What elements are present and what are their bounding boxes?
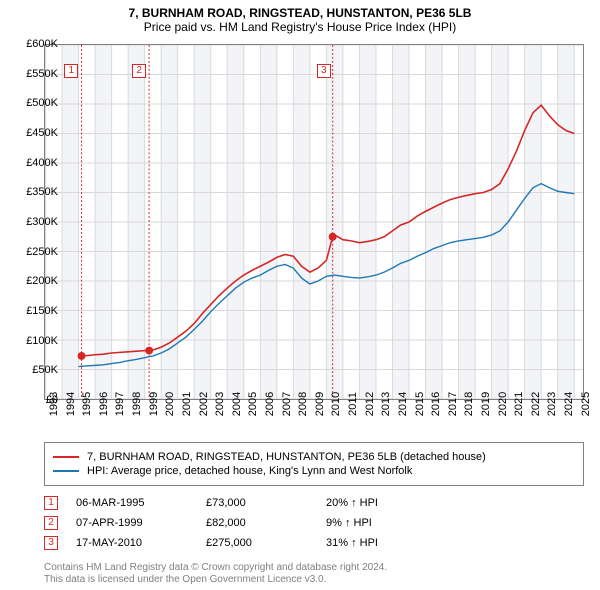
x-tick-label: 1999 <box>148 392 160 416</box>
sale-pct: 20% ↑ HPI <box>326 497 446 509</box>
y-tick-label: £350K <box>26 186 58 198</box>
sale-row-marker: 3 <box>44 536 58 550</box>
x-tick-label: 1997 <box>114 392 126 416</box>
footer-attribution: Contains HM Land Registry data © Crown c… <box>44 562 387 586</box>
chart-area <box>44 44 584 400</box>
sale-row-marker: 1 <box>44 496 58 510</box>
sale-date: 17-MAY-2010 <box>76 537 206 549</box>
x-tick-label: 2013 <box>380 392 392 416</box>
y-tick-label: £50K <box>32 364 58 376</box>
x-tick-label: 2003 <box>214 392 226 416</box>
x-tick-label: 2002 <box>198 392 210 416</box>
x-tick-label: 2011 <box>347 392 359 416</box>
x-tick-label: 2012 <box>364 392 376 416</box>
x-tick-label: 2025 <box>580 392 592 416</box>
sale-pct: 9% ↑ HPI <box>326 517 446 529</box>
sales-list: 1 06-MAR-1995 £73,000 20% ↑ HPI 2 07-APR-… <box>44 490 446 556</box>
legend-label-property: 7, BURNHAM ROAD, RINGSTEAD, HUNSTANTON, … <box>87 451 486 463</box>
y-tick-label: £200K <box>26 275 58 287</box>
legend: 7, BURNHAM ROAD, RINGSTEAD, HUNSTANTON, … <box>44 442 584 486</box>
y-tick-label: £250K <box>26 246 58 258</box>
footer-line2: This data is licensed under the Open Gov… <box>44 574 387 586</box>
sale-price: £275,000 <box>206 537 326 549</box>
sale-marker-2: 2 <box>132 64 146 78</box>
legend-item-hpi: HPI: Average price, detached house, King… <box>53 465 575 477</box>
sale-row: 2 07-APR-1999 £82,000 9% ↑ HPI <box>44 516 446 530</box>
sale-date: 07-APR-1999 <box>76 517 206 529</box>
x-tick-label: 2008 <box>297 392 309 416</box>
x-tick-label: 2024 <box>563 392 575 416</box>
y-tick-label: £600K <box>26 38 58 50</box>
x-tick-label: 1996 <box>98 392 110 416</box>
x-tick-label: 2001 <box>181 392 193 416</box>
legend-item-property: 7, BURNHAM ROAD, RINGSTEAD, HUNSTANTON, … <box>53 451 575 463</box>
x-tick-label: 2010 <box>330 392 342 416</box>
x-tick-label: 2007 <box>281 392 293 416</box>
legend-swatch-property <box>53 456 79 458</box>
chart-svg <box>45 45 583 399</box>
x-tick-label: 2005 <box>247 392 259 416</box>
x-tick-label: 2018 <box>463 392 475 416</box>
x-tick-label: 2021 <box>513 392 525 416</box>
x-tick-label: 2020 <box>497 392 509 416</box>
x-tick-label: 1994 <box>65 392 77 416</box>
x-tick-label: 2017 <box>447 392 459 416</box>
legend-swatch-hpi <box>53 470 79 472</box>
x-tick-label: 1993 <box>48 392 60 416</box>
x-tick-label: 2006 <box>264 392 276 416</box>
x-tick-label: 2000 <box>164 392 176 416</box>
x-tick-label: 2009 <box>314 392 326 416</box>
chart-subtitle: Price paid vs. HM Land Registry's House … <box>0 20 600 38</box>
x-tick-label: 2023 <box>546 392 558 416</box>
x-tick-label: 2014 <box>397 392 409 416</box>
x-tick-label: 2022 <box>530 392 542 416</box>
x-tick-label: 2016 <box>430 392 442 416</box>
x-tick-label: 1995 <box>81 392 93 416</box>
footer-line1: Contains HM Land Registry data © Crown c… <box>44 562 387 574</box>
sale-date: 06-MAR-1995 <box>76 497 206 509</box>
y-tick-label: £300K <box>26 216 58 228</box>
sale-row-marker: 2 <box>44 516 58 530</box>
y-tick-label: £150K <box>26 305 58 317</box>
sale-row: 1 06-MAR-1995 £73,000 20% ↑ HPI <box>44 496 446 510</box>
sale-row: 3 17-MAY-2010 £275,000 31% ↑ HPI <box>44 536 446 550</box>
sale-pct: 31% ↑ HPI <box>326 537 446 549</box>
legend-label-hpi: HPI: Average price, detached house, King… <box>87 465 412 477</box>
x-tick-label: 2019 <box>480 392 492 416</box>
x-tick-label: 1998 <box>131 392 143 416</box>
x-tick-label: 2004 <box>231 392 243 416</box>
sale-marker-3: 3 <box>317 64 331 78</box>
y-tick-label: £500K <box>26 97 58 109</box>
chart-title: 7, BURNHAM ROAD, RINGSTEAD, HUNSTANTON, … <box>0 0 600 20</box>
y-tick-label: £450K <box>26 127 58 139</box>
sale-price: £82,000 <box>206 517 326 529</box>
sale-marker-1: 1 <box>64 64 78 78</box>
y-tick-label: £400K <box>26 157 58 169</box>
y-tick-label: £550K <box>26 68 58 80</box>
y-tick-label: £100K <box>26 335 58 347</box>
x-tick-label: 2015 <box>414 392 426 416</box>
sale-price: £73,000 <box>206 497 326 509</box>
